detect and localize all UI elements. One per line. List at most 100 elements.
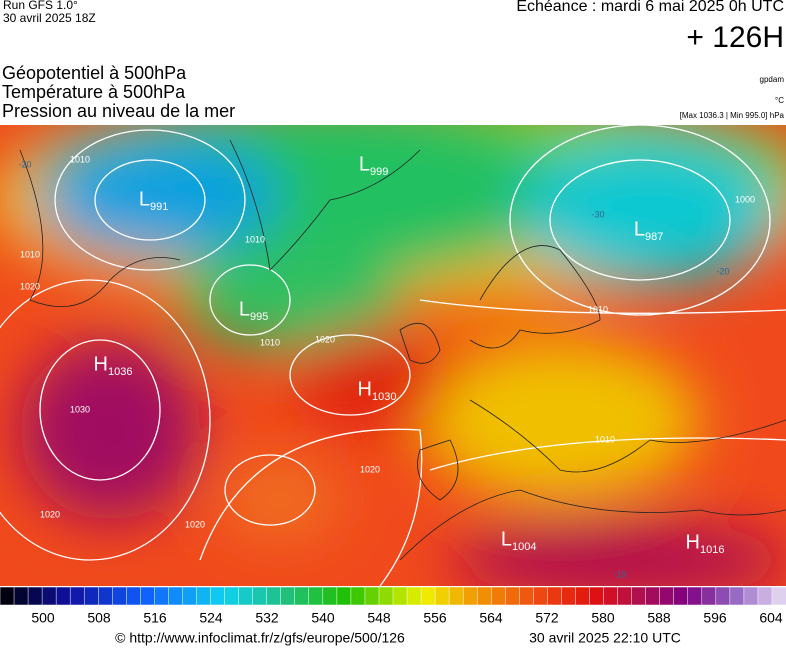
colorbar-cell (196, 586, 212, 606)
legend-line: Température à 500hPa (2, 82, 186, 102)
colorbar-cell (41, 586, 57, 606)
pressure-center-letter: L (634, 218, 645, 240)
colorbar-cell (378, 586, 394, 606)
contour-label: 1020 (315, 334, 335, 344)
coastlines (19, 139, 786, 561)
colorbar-cell (687, 586, 703, 606)
colorbar-cell (434, 586, 450, 606)
isobars (0, 125, 786, 586)
colorbar-cell (168, 586, 184, 606)
colorbar-cell (154, 586, 170, 606)
pressure-center-value: 1004 (512, 541, 536, 553)
colorbar-cell (701, 586, 717, 606)
colorbar-tick-label: 500 (31, 610, 55, 626)
pressure-center-value: 999 (370, 166, 388, 178)
unit-label: gpdam (760, 75, 785, 84)
colorbar-cell (55, 586, 71, 606)
colorbar-cell (617, 586, 633, 606)
colorbar-cell (140, 586, 156, 606)
pressure-center-letter: L (139, 188, 150, 210)
colorbar-cell (280, 586, 296, 606)
colorbar-cell (27, 586, 43, 606)
colorbar-cell (729, 586, 745, 606)
colorbar-cell (491, 586, 507, 606)
colorbar-cell (112, 586, 128, 606)
contour-label: 1020 (185, 519, 205, 529)
colorbar-cell (126, 586, 142, 606)
pressure-center-value: 1036 (108, 366, 132, 378)
colorbar-cell (0, 586, 15, 606)
pressure-center-value: 1030 (372, 391, 396, 403)
colorbar-cell (645, 586, 661, 606)
colorbar-cell (364, 586, 380, 606)
contour-label: 1010 (245, 234, 265, 244)
unit-label: °C (775, 96, 784, 105)
pressure-center-letter: H (686, 531, 700, 553)
colorbar-cell (603, 586, 619, 606)
colorbar-tick-label: 516 (143, 610, 167, 626)
colorbar-cell (252, 586, 268, 606)
map-field (0, 125, 786, 586)
colorbar-cell (322, 586, 338, 606)
colorbar-cell (533, 586, 549, 606)
colorbar-tick-label: 572 (535, 610, 559, 626)
colorbar-cell (210, 586, 226, 606)
colorbar-cell (715, 586, 731, 606)
generated-time: 30 avril 2025 22:10 UTC (529, 630, 681, 646)
contour-label: 1010 (260, 337, 280, 347)
colorbar-tick-label: 564 (479, 610, 503, 626)
colorbar-cell (575, 586, 591, 606)
run-label: Run GFS 1.0° (3, 0, 78, 12)
colorbar-cell (589, 586, 605, 606)
colorbar-cell (505, 586, 521, 606)
pressure-center-letter: H (94, 353, 108, 375)
colorbar-tick-label: 540 (311, 610, 335, 626)
colorbar-cell (308, 586, 324, 606)
colorbar-cell (476, 586, 493, 606)
contour-label: -20 (18, 159, 31, 169)
source-url: © http://www.infoclimat.fr/z/gfs/europe/… (115, 630, 405, 646)
colorbar-cell (561, 586, 577, 606)
pressure-center-value: 995 (250, 311, 268, 323)
pressure-center-value: 1016 (700, 544, 724, 556)
contour-label: 1020 (20, 281, 40, 291)
contour-label: 1020 (360, 464, 380, 474)
legend-line: Pression au niveau de la mer (2, 101, 235, 121)
colorbar-cell (420, 586, 436, 606)
colorbar-cell (266, 586, 282, 606)
echeance: Echéance : mardi 6 mai 2025 0h UTC (516, 0, 784, 15)
colorbar-cell (294, 586, 310, 606)
colorbar-tick-label: 556 (423, 610, 447, 626)
colorbar-tick-label: 604 (759, 610, 783, 626)
legend-line: Géopotentiel à 500hPa (2, 63, 187, 83)
pressure-center-value: 991 (150, 201, 168, 213)
colorbar-tick-label: 548 (367, 610, 391, 626)
colorbar-cell (392, 586, 408, 606)
unit-label: [Max 1036.3 | Min 995.0] hPa (680, 111, 785, 120)
run-date: 30 avril 2025 18Z (3, 11, 96, 25)
colorbar-cell (659, 586, 675, 606)
colorbar-cell (673, 586, 689, 606)
contour-label: 1010 (588, 304, 608, 314)
colorbar-cell (547, 586, 563, 606)
colorbar-cell (631, 586, 647, 606)
colorbar-tick-label: 532 (255, 610, 279, 626)
colorbar-tick-label: 588 (647, 610, 671, 626)
lead-time: + 126H (686, 21, 784, 54)
contour-label: -10 (613, 569, 626, 579)
colorbar-cell (771, 586, 786, 606)
colorbar-cell (462, 586, 478, 606)
contour-label: 1000 (735, 194, 755, 204)
pressure-center-letter: L (501, 528, 512, 550)
colorbar-cell (182, 586, 198, 606)
colorbar-tick-label: 580 (591, 610, 615, 626)
colorbar-cell (238, 586, 254, 606)
contour-label: 1010 (70, 154, 90, 164)
colorbar-cell (69, 586, 85, 606)
colorbar-tick-label: 596 (703, 610, 727, 626)
colorbar-cell (336, 586, 352, 606)
colorbar-tick-label: 524 (199, 610, 223, 626)
pressure-center-value: 987 (645, 231, 663, 243)
contour-label: 1010 (595, 434, 615, 444)
